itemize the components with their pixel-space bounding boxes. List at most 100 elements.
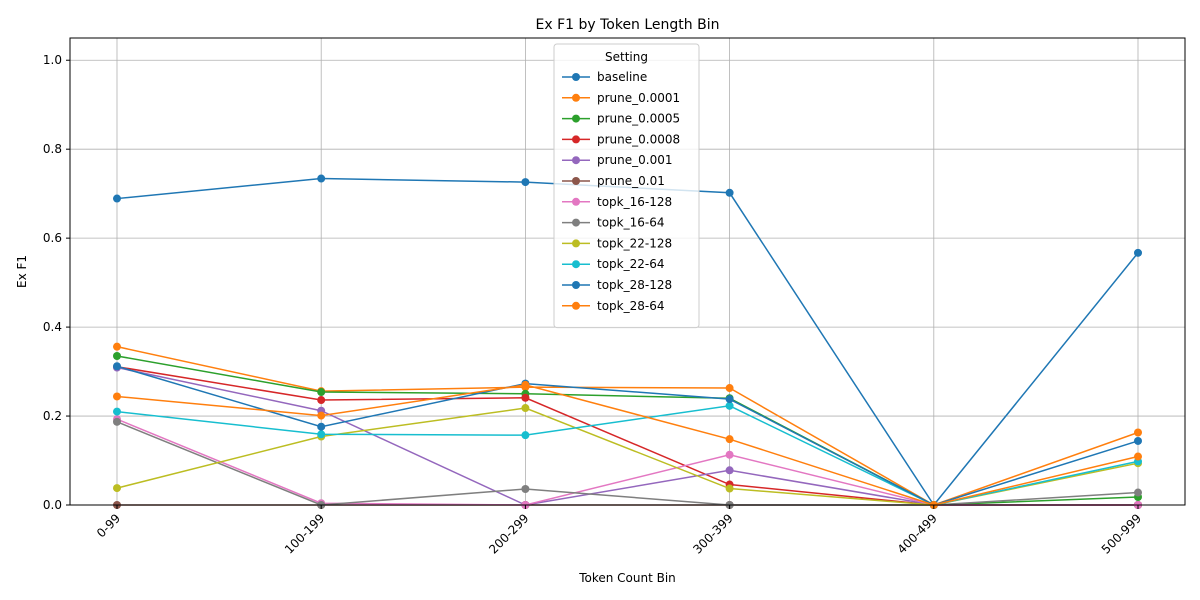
x-tick-label: 400-499 [895, 511, 940, 556]
data-point [113, 342, 121, 351]
legend-label: baseline [597, 70, 647, 84]
legend-swatch-marker [572, 73, 580, 81]
data-point [1134, 436, 1142, 445]
series-topk_16-128 [113, 415, 1142, 509]
legend-label: prune_0.0008 [597, 132, 680, 146]
series-line [116, 405, 1139, 506]
data-point [725, 395, 734, 404]
legend-item: prune_0.001 [562, 153, 673, 167]
data-point [521, 178, 530, 187]
legend-item: topk_16-64 [562, 216, 664, 230]
legend-label: prune_0.0001 [597, 91, 680, 105]
legend-label: topk_22-128 [597, 236, 672, 250]
legend-item: topk_16-128 [562, 195, 672, 209]
legend-item: prune_0.01 [562, 174, 665, 188]
data-point [521, 380, 530, 389]
legend-swatch-marker [572, 156, 580, 165]
y-tick-label: 0.6 [43, 231, 62, 245]
legend-swatch-marker [572, 301, 580, 310]
x-tick-label: 200-299 [486, 511, 531, 556]
legend-item: topk_22-64 [562, 257, 664, 271]
data-point [317, 396, 326, 405]
data-point [113, 417, 121, 426]
y-tick-label: 0.0 [43, 498, 62, 512]
data-point [725, 435, 734, 444]
legend-swatch-marker [572, 239, 580, 248]
y-tick-label: 0.2 [43, 409, 62, 423]
data-point [725, 188, 734, 197]
legend-title: Setting [605, 50, 648, 64]
data-point [317, 388, 326, 397]
series-line [116, 384, 1139, 506]
data-point [725, 466, 734, 475]
y-tick-label: 0.4 [43, 320, 62, 334]
legend-item: prune_0.0001 [562, 91, 680, 105]
legend-label: prune_0.001 [597, 153, 673, 167]
legend-item: topk_28-128 [562, 278, 672, 292]
chart-title: Ex F1 by Token Length Bin [535, 17, 719, 33]
series-line [116, 407, 1139, 506]
plot-frame [69, 37, 1186, 506]
legend-item: topk_28-64 [562, 299, 664, 313]
series-line [116, 421, 1139, 506]
data-point [113, 362, 121, 371]
y-tick-label: 0.8 [43, 142, 62, 156]
data-point [1134, 488, 1142, 497]
data-point [521, 484, 530, 493]
legend-item: prune_0.0008 [562, 132, 680, 146]
data-point [725, 384, 734, 393]
legend-item: baseline [562, 70, 647, 84]
series-line [116, 365, 1139, 506]
data-point [725, 401, 734, 410]
legend: Setting baseline prune_0.0001 prune_0.0005… [553, 43, 700, 329]
data-point [113, 352, 121, 361]
data-point [317, 174, 326, 183]
legend-item: prune_0.0005 [562, 112, 680, 126]
legend-label: prune_0.01 [597, 174, 665, 188]
data-point [1134, 428, 1142, 437]
data-point [725, 450, 734, 459]
series-line [116, 345, 1139, 506]
legend-items: baseline prune_0.0001 prune_0.0005 prune_0.… [562, 70, 680, 313]
legend-box [553, 43, 700, 329]
legend-swatch-marker [572, 197, 580, 206]
x-axis-label: Token Count Bin [578, 571, 676, 585]
legend-swatch-marker [572, 135, 580, 144]
legend-item: topk_22-128 [562, 236, 672, 250]
series-topk_16-64 [113, 417, 1142, 509]
y-axis-label: Ex F1 [15, 255, 29, 288]
data-point [1134, 248, 1142, 257]
legend-label: topk_22-64 [597, 257, 664, 271]
legend-swatch-marker [572, 93, 580, 102]
series-topk_28-64 [113, 380, 1142, 509]
legend-label: topk_28-128 [597, 278, 672, 292]
x-tick-label: 500-999 [1099, 511, 1144, 556]
x-tick-label: 300-399 [690, 511, 735, 556]
data-point [521, 393, 530, 402]
x-tick-label: 0-99 [94, 511, 123, 540]
x-tick-label: 100-199 [282, 511, 327, 556]
data-point [725, 484, 734, 493]
data-point [317, 430, 326, 439]
data-point [1134, 452, 1142, 461]
legend-swatch-marker [572, 218, 580, 227]
legend-label: topk_16-64 [597, 216, 664, 230]
series-prune_0.001 [113, 363, 1142, 509]
legend-label: topk_16-128 [597, 195, 672, 209]
data-point [113, 392, 121, 401]
legend-label: topk_28-64 [597, 299, 664, 313]
data-point [113, 484, 121, 493]
series-prune_0.0001 [113, 342, 1142, 509]
data-point [113, 407, 121, 416]
legend-swatch-marker [572, 281, 580, 289]
data-point [521, 404, 530, 413]
legend-swatch-marker [572, 177, 580, 185]
data-point [317, 422, 326, 431]
y-tick-label: 1.0 [43, 53, 62, 67]
legend-swatch-marker [572, 260, 580, 269]
data-point [317, 411, 326, 420]
legend-swatch-marker [572, 114, 580, 123]
legend-label: prune_0.0005 [597, 112, 680, 126]
data-point [521, 431, 530, 440]
